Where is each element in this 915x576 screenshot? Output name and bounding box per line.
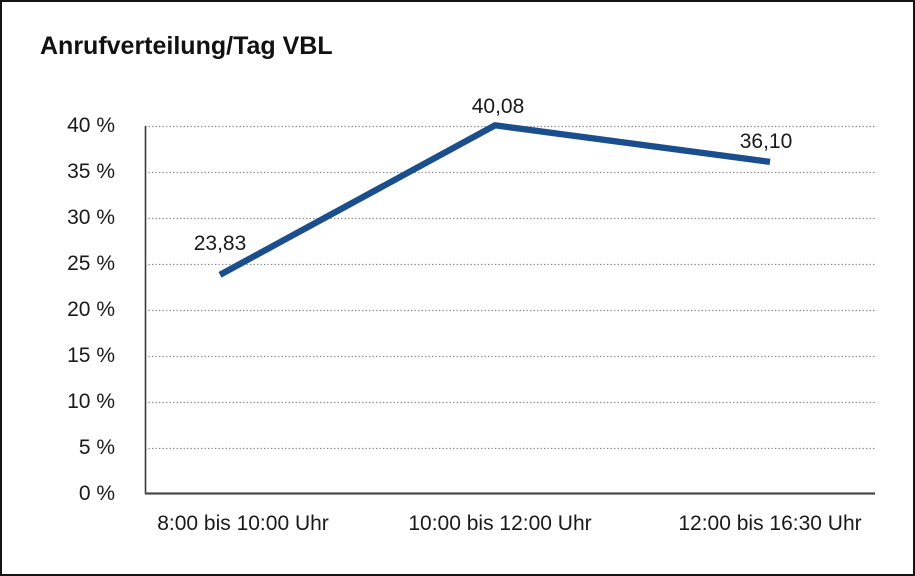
x-axis-category-label: 12:00 bis 16:30 Uhr	[678, 512, 862, 535]
x-axis-category-label: 8:00 bis 10:00 Uhr	[157, 512, 329, 535]
y-axis-tick-label: 15 %	[67, 344, 115, 367]
gridlines-group	[145, 125, 875, 450]
data-line	[218, 122, 771, 278]
y-axis-tick-label: 30 %	[67, 206, 115, 229]
data-point-label: 23,83	[193, 231, 247, 255]
data-point-label: 40,08	[471, 95, 525, 119]
y-axis-tick-label: 0 %	[78, 482, 115, 505]
y-axis-tick-label: 35 %	[67, 160, 115, 183]
y-axis-tick-label: 10 %	[67, 390, 115, 413]
x-axis-category-label: 10:00 bis 12:00 Uhr	[408, 512, 592, 535]
y-axis-tick-label: 5 %	[78, 436, 115, 459]
data-point-label: 36,10	[739, 129, 793, 153]
y-axis-tick-label: 20 %	[67, 298, 115, 321]
chart-title: Anrufverteilung/Tag VBL	[40, 32, 333, 60]
y-axis-tick-label: 40 %	[67, 114, 115, 137]
y-axis-tick-label: 25 %	[67, 252, 115, 275]
